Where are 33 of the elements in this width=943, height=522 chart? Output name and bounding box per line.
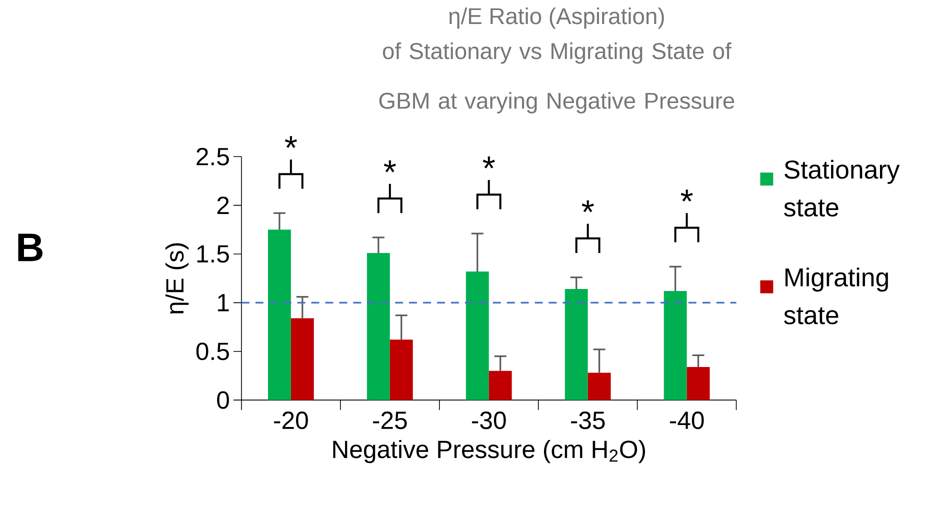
bar: [466, 272, 489, 400]
bar: [488, 370, 512, 400]
text: B: [18, 234, 42, 262]
y-tick-label: 2: [217, 196, 229, 214]
bar: [588, 372, 611, 400]
legend-label: Migrating state: [784, 268, 888, 324]
x-tick-label: -25: [373, 412, 407, 430]
x-tick-label: -30: [472, 412, 506, 430]
x-tick-label: -40: [670, 412, 704, 430]
annotation: *: [582, 200, 594, 212]
bar: [686, 367, 710, 400]
x-tick-label: -35: [570, 412, 605, 430]
y-tick-label: 2.5: [196, 148, 229, 166]
y-tick-label: 1: [218, 294, 229, 312]
chart-title: η/E Ratio (Aspiration): [449, 8, 664, 29]
y-axis-title: η/E (s): [165, 243, 189, 314]
bar: [366, 253, 390, 400]
bar: [268, 230, 291, 400]
annotation: *: [384, 160, 396, 172]
text: *: [284, 136, 297, 148]
y-tick-label: 0.5: [196, 342, 229, 360]
text: of Stationary vs Migrating State of GBM at varying Negative Pressure: [379, 42, 734, 114]
bar: [290, 318, 314, 400]
bar: [664, 291, 687, 400]
annotation: *: [482, 156, 495, 169]
y-tick-label: 0: [217, 391, 229, 409]
bar: [390, 340, 413, 400]
x-axis-title: Negative Pressure (cm H$_{2}$O): [333, 440, 645, 464]
legend-label: Stationary state: [784, 160, 900, 217]
bar: [564, 289, 588, 400]
x-tick-label: -20: [274, 412, 308, 430]
y-tick-label: 1.5: [197, 245, 229, 263]
annotation: *: [680, 190, 693, 202]
